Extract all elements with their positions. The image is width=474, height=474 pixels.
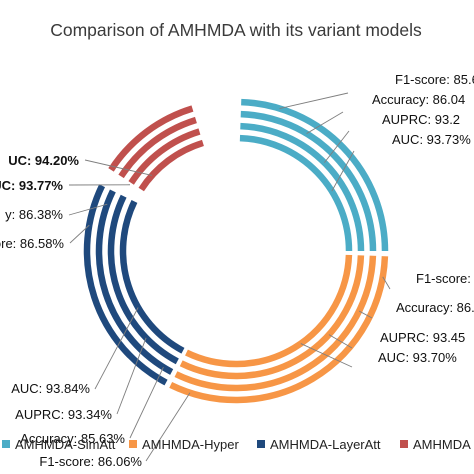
leader-amhmda-simatt-auprc (324, 130, 350, 163)
leader-lines (68, 92, 391, 462)
leader-amhmda-layeratt-auc (94, 307, 139, 390)
legend-swatch-amhmda-layeratt (257, 440, 265, 448)
label-amhmda-simatt-f1-score: F1-score: 85.60% (395, 72, 474, 87)
legend-label-amhmda: AMHMDA (413, 437, 471, 452)
label-amhmda-f1-score: ore: 86.58% (0, 236, 64, 251)
leader-amhmda-hyper-accuracy (358, 310, 373, 319)
leader-amhmda-hyper-auc (300, 343, 353, 368)
arc-amhmda-hyper-f1-score (169, 256, 389, 404)
arc-amhmda-layeratt-accuracy (95, 189, 174, 375)
legend-label-amhmda-hyper: AMHMDA-Hyper (142, 437, 239, 452)
arc-amhmda-simatt-accuracy (240, 110, 377, 252)
arc-amhmda-layeratt-auc (119, 200, 185, 354)
legend-swatch-amhmda-simatt (2, 440, 10, 448)
arc-amhmda-hyper-auc (185, 254, 353, 368)
arc-amhmda-accuracy (118, 116, 197, 179)
leader-amhmda-hyper-f1-score (382, 276, 391, 290)
legend-swatch-amhmda-hyper (129, 440, 137, 448)
arc-amhmda-f1-score (108, 105, 194, 172)
arc-amhmda-layeratt-f1-score (83, 184, 168, 386)
ring-arcs (83, 98, 389, 404)
arc-amhmda-simatt-auprc (240, 122, 365, 252)
label-amhmda-hyper-auprc: AUPRC: 93.45 (380, 330, 465, 345)
leader-amhmda-f1-score (69, 224, 90, 244)
arc-amhmda-hyper-auprc (179, 255, 365, 380)
leader-amhmda-layeratt-accuracy (129, 366, 164, 439)
label-amhmda-simatt-auprc: AUPRC: 93.2 (382, 112, 460, 127)
leader-amhmda-simatt-accuracy (306, 111, 344, 134)
label-amhmda-layeratt-auc: AUC: 93.84% (11, 381, 90, 396)
leader-amhmda-accuracy (68, 203, 108, 216)
label-amhmda-accuracy: y: 86.38% (5, 207, 63, 222)
arc-amhmda-simatt-auc (239, 134, 353, 252)
arc-amhmda-simatt-f1-score (241, 98, 389, 252)
chart-title: Comparison of AMHMDA with its variant mo… (50, 20, 422, 40)
legend-label-amhmda-simatt: AMHMDA-SimAtt (15, 437, 116, 452)
label-amhmda-simatt-accuracy: Accuracy: 86.04 (372, 92, 465, 107)
label-amhmda-hyper-f1-score: F1-score: (416, 271, 471, 286)
leader-amhmda-layeratt-auprc (116, 337, 147, 415)
label-amhmda-layeratt-f1-score: F1-score: 86.06% (39, 454, 142, 469)
label-amhmda-layeratt-auprc: AUPRC: 93.34% (15, 407, 112, 422)
legend-swatch-amhmda (400, 440, 408, 448)
label-amhmda-hyper-accuracy: Accuracy: 86. (396, 300, 474, 315)
arc-amhmda-layeratt-auprc (107, 194, 179, 365)
label-amhmda-auprc: UC: 93.77% (0, 178, 63, 193)
leader-amhmda-simatt-f1-score (279, 92, 349, 109)
label-amhmda-auc: UC: 94.20% (8, 153, 79, 168)
arc-amhmda-auc (138, 139, 204, 192)
leader-amhmda-hyper-auprc (328, 334, 353, 349)
label-amhmda-layeratt-accuracy: Accuracy: 85.63% (20, 431, 125, 446)
leader-amhmda-simatt-auc (331, 150, 355, 192)
leader-amhmda-auc (84, 159, 153, 176)
leader-amhmda-layeratt-f1-score (145, 392, 191, 462)
label-amhmda-simatt-auc: AUC: 93.73% (392, 132, 471, 147)
data-labels: F1-score: 85.60% Accuracy: 86.04 AUPRC: 93… (0, 72, 474, 469)
legend-label-amhmda-layeratt: AMHMDA-LayerAtt (270, 437, 381, 452)
label-amhmda-hyper-auc: AUC: 93.70% (378, 350, 457, 365)
legend: AMHMDA-SimAtt AMHMDA-Hyper AMHMDA-LayerAtt… (2, 437, 471, 452)
arc-amhmda-auprc (128, 128, 201, 185)
arc-amhmda-hyper-accuracy (174, 255, 377, 392)
